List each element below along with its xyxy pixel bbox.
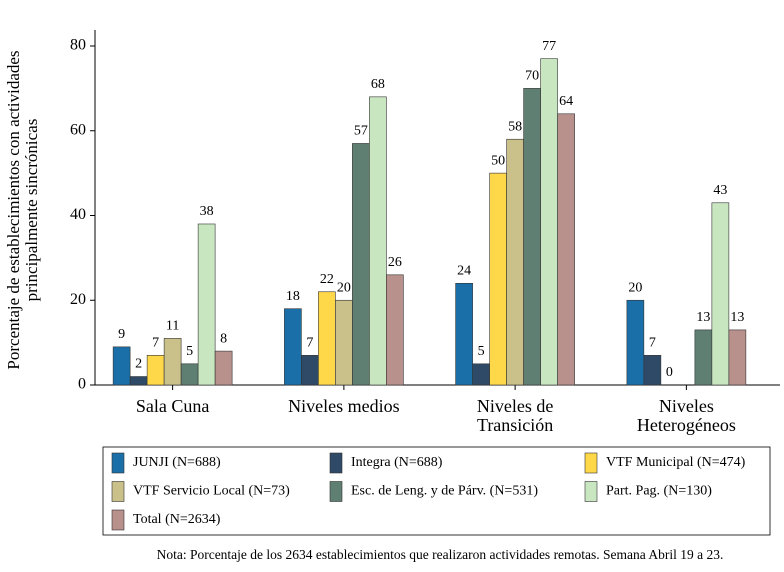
data-label: 24	[457, 264, 471, 279]
legend-box	[102, 446, 771, 536]
data-label: 20	[628, 280, 642, 295]
data-label: 18	[286, 289, 300, 304]
data-label: 68	[371, 77, 385, 92]
bar	[335, 299, 353, 386]
bar	[540, 58, 558, 386]
data-label: 0	[666, 365, 673, 380]
data-label: 5	[186, 344, 193, 359]
bar	[112, 346, 131, 386]
legend-swatch	[584, 481, 598, 502]
y-tick-label: 40	[70, 206, 86, 223]
y-tick-label: 0	[78, 376, 86, 393]
bar	[557, 113, 575, 386]
y-tick-label: 20	[70, 291, 86, 308]
legend-swatch	[329, 452, 343, 474]
bar	[214, 350, 233, 386]
data-label: 64	[559, 94, 573, 109]
legend-swatch	[584, 452, 598, 474]
legend-label: Integra (N=688)	[351, 455, 443, 470]
y-tick-label: 60	[70, 121, 86, 138]
y-tick-label: 80	[70, 37, 86, 54]
bar	[163, 338, 182, 386]
bar	[301, 355, 319, 386]
x-tick-label: Sala Cuna	[135, 396, 210, 416]
legend-label: Esc. de Leng. y de Párv. (N=531)	[351, 484, 538, 499]
bar	[694, 329, 713, 386]
legend-swatch	[111, 481, 125, 502]
data-label: 13	[730, 310, 744, 325]
data-label: 26	[388, 255, 402, 270]
bar	[352, 143, 370, 386]
data-label: 22	[320, 272, 334, 287]
data-label: 20	[337, 280, 351, 295]
bar	[197, 223, 216, 386]
legend-swatch	[111, 452, 125, 474]
bar	[129, 376, 148, 386]
legend-label: VTF Municipal (N=474)	[606, 455, 746, 470]
data-label: 50	[491, 153, 505, 168]
data-label: 5	[478, 344, 485, 359]
legend-label: Total (N=2634)	[133, 512, 221, 527]
bar	[284, 308, 302, 386]
legend-label: VTF Servicio Local (N=73)	[133, 484, 290, 499]
bar	[180, 363, 199, 386]
data-label: 11	[166, 319, 179, 334]
data-label: 70	[525, 69, 539, 84]
bar	[523, 88, 541, 386]
bar	[626, 299, 645, 386]
data-label: 58	[508, 119, 522, 134]
legend-swatch	[111, 509, 125, 531]
bar	[489, 172, 507, 386]
bar	[728, 329, 747, 386]
bar	[506, 138, 524, 386]
x-tick-label: Niveles de Transición	[476, 396, 554, 435]
data-label: 38	[200, 204, 214, 219]
data-label: 2	[135, 357, 142, 372]
bar	[146, 355, 165, 386]
legend-label: Part. Pag. (N=130)	[606, 484, 712, 499]
data-label: 57	[354, 124, 368, 139]
y-axis-label: Porcentaje de establecimientos con activ…	[4, 50, 41, 370]
x-tick-label: Niveles Heterogéneos	[636, 396, 736, 435]
x-tick-label: Niveles medios	[288, 396, 400, 416]
data-label: 7	[649, 336, 656, 351]
data-label: 8	[220, 331, 227, 346]
bar	[472, 363, 490, 386]
bar	[369, 96, 387, 386]
bar	[711, 202, 730, 386]
bar	[455, 282, 473, 386]
legend-swatch	[329, 481, 343, 502]
legend-label: JUNJI (N=688)	[133, 455, 221, 470]
bar	[643, 355, 662, 386]
data-label: 7	[306, 336, 313, 351]
data-label: 43	[713, 183, 727, 198]
data-label: 13	[696, 310, 710, 325]
bar	[386, 274, 404, 386]
note: Nota: Porcentaje de los 2634 establecimi…	[157, 547, 724, 562]
data-label: 7	[152, 336, 159, 351]
bar	[318, 291, 336, 386]
data-label: 9	[118, 327, 125, 342]
data-label: 77	[542, 39, 556, 54]
